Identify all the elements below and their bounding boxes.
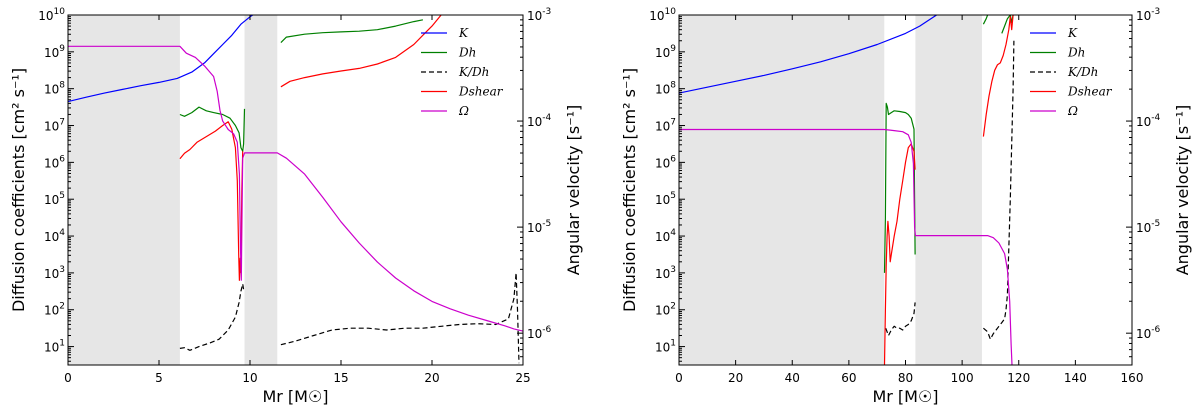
y-tick-label: 106 — [655, 154, 676, 170]
x-tick-label: 20 — [424, 371, 439, 385]
x-tick-label: 20 — [728, 371, 743, 385]
series-Dshear-line-1 — [982, 15, 1014, 137]
y-tick-label: 101 — [655, 339, 676, 355]
y2-tick-label: 10-6 — [1136, 325, 1161, 341]
series-group — [679, 15, 1015, 365]
x-axis-label: Mr [M☉] — [262, 387, 328, 406]
right-panel: 0 20 40 60 80 100 120 140 160 101 102 103 104 105 106 1… — [620, 7, 1192, 406]
legend-label-KDh: K/Dh — [1067, 65, 1098, 79]
y-tick-label: 109 — [655, 44, 676, 60]
y-tick-label: 108 — [44, 81, 65, 97]
y-tick-label: 105 — [655, 191, 676, 207]
y-tick-label: 102 — [655, 302, 676, 318]
x-tick-label: 0 — [675, 371, 683, 385]
series-Omega-line-0 — [68, 45, 523, 332]
series-K-line-0 — [679, 15, 937, 94]
series-Dh-line-1 — [280, 19, 424, 44]
y-tick-label: 107 — [44, 118, 65, 134]
x-tick-label: 60 — [841, 371, 856, 385]
x-tick-label: 40 — [785, 371, 800, 385]
series-Dh-line-0 — [883, 102, 916, 273]
legend-label-Dh: Dh — [458, 46, 476, 60]
y-axis-label: Diffusion coefficients [cm² s⁻¹] — [9, 68, 28, 312]
legend: K Dh K/Dh Dshear Ω — [421, 26, 504, 118]
series-Dshear-line-0 — [883, 143, 916, 365]
y-tick-label: 106 — [44, 154, 65, 170]
axes-frame — [67, 14, 524, 366]
y-tick-label: 101 — [44, 339, 65, 355]
y2-tick-label: 10-3 — [527, 7, 551, 23]
convective-zone-1 — [915, 15, 982, 365]
y2-tick-label: 10-5 — [1136, 219, 1160, 235]
y-tick-label: 1010 — [38, 7, 65, 23]
series-Dshear-line-0 — [179, 121, 244, 281]
legend-label-Omega: Ω — [458, 104, 469, 118]
legend-label-Dshear: Dshear — [458, 85, 504, 99]
y-tick-label: 108 — [655, 81, 676, 97]
x-axis-label: Mr [M☉] — [872, 387, 938, 406]
series-Dshear-line-1 — [280, 15, 442, 88]
legend-label-K: K — [1067, 26, 1078, 40]
series-group — [68, 15, 523, 364]
convective-zone-0 — [68, 15, 180, 365]
y-axis-label: Diffusion coefficients [cm² s⁻¹] — [620, 68, 639, 312]
legend-label-Dh: Dh — [1067, 46, 1085, 60]
x-tick-label: 5 — [155, 371, 163, 385]
x-tick-label: 140 — [1064, 371, 1087, 385]
series-KDh-line-1 — [280, 272, 520, 364]
y2-axis-label: Angular velocity [s⁻¹] — [564, 105, 583, 276]
y2-tick-label: 10-5 — [527, 219, 551, 235]
series-Dh-line-1 — [982, 15, 989, 25]
legend-label-Dshear: Dshear — [1067, 85, 1113, 99]
legend-label-KDh: K/Dh — [458, 65, 489, 79]
series-KDh-line-0 — [885, 302, 916, 337]
legend-label-Omega: Ω — [1067, 104, 1078, 118]
convective-zone-0 — [679, 15, 885, 365]
legend: K Dh K/Dh Dshear Ω — [1030, 26, 1113, 118]
series-KDh-line-1 — [983, 40, 1015, 340]
y2-tick-label: 10-6 — [527, 325, 552, 341]
legend-label-K: K — [458, 26, 469, 40]
x-tick-label: 25 — [515, 371, 530, 385]
y2-tick-label: 10-4 — [527, 113, 552, 129]
series-Dh-line-0 — [179, 106, 246, 152]
y-tick-label: 103 — [655, 265, 676, 281]
y-tick-label: 104 — [44, 228, 65, 244]
x-tick-label: 120 — [1007, 371, 1030, 385]
y-tick-label: 107 — [655, 118, 676, 134]
x-tick-label: 0 — [64, 371, 72, 385]
x-tick-label: 160 — [1121, 371, 1144, 385]
left-panel: 0 5 10 15 20 25 101 102 103 104 105 106 107 108 109 101… — [9, 7, 583, 406]
series-K-line-0 — [68, 15, 254, 103]
y-tick-label: 104 — [655, 228, 676, 244]
x-tick-label: 10 — [242, 371, 257, 385]
series-Omega-line-0 — [679, 128, 1013, 365]
x-tick-label: 80 — [898, 371, 913, 385]
y2-tick-label: 10-4 — [1136, 113, 1161, 129]
y2-axis-label: Angular velocity [s⁻¹] — [1173, 105, 1192, 276]
x-tick-label: 15 — [333, 371, 348, 385]
y-tick-label: 102 — [44, 302, 65, 318]
y2-tick-label: 10-3 — [1136, 7, 1160, 23]
y-tick-label: 109 — [44, 44, 65, 60]
y-tick-label: 105 — [44, 191, 65, 207]
y-tick-label: 103 — [44, 265, 65, 281]
x-tick-label: 100 — [951, 371, 974, 385]
series-KDh-line-0 — [179, 283, 245, 351]
convective-zone-1 — [244, 15, 278, 365]
y-tick-label: 1010 — [649, 7, 676, 23]
